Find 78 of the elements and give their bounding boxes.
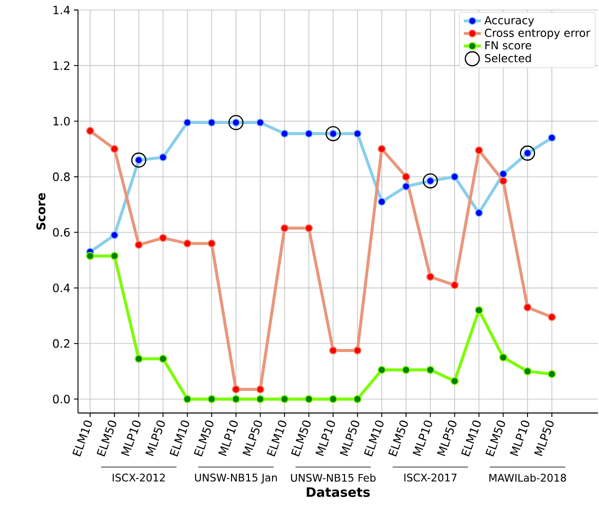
y-tick-label: 0.0 <box>53 394 70 404</box>
point <box>183 239 192 248</box>
point <box>499 353 508 362</box>
point <box>134 240 143 249</box>
point <box>474 306 484 314</box>
x-axis-title: Datasets <box>306 487 370 497</box>
point <box>548 313 556 322</box>
text: ISCX-2017 <box>404 474 456 482</box>
point <box>450 172 459 181</box>
point <box>450 281 459 290</box>
point <box>183 395 192 404</box>
point <box>426 272 434 281</box>
point <box>402 182 410 191</box>
point <box>474 146 484 154</box>
point <box>378 144 386 154</box>
point <box>208 239 216 248</box>
point <box>523 367 532 376</box>
point <box>158 354 168 363</box>
point <box>256 395 264 404</box>
point <box>256 385 264 394</box>
point <box>378 198 386 206</box>
point <box>158 153 168 162</box>
point <box>232 395 240 404</box>
y-tick-label: 0.4 <box>53 284 70 292</box>
point <box>402 366 410 374</box>
text: UNSW-NB15 Feb <box>291 474 376 482</box>
point <box>110 231 119 240</box>
y-tick-label: 1.2 <box>54 61 70 70</box>
point <box>378 366 386 374</box>
y-tick-label: 0.6 <box>53 228 70 237</box>
point <box>228 114 244 130</box>
point <box>523 303 532 312</box>
point <box>326 126 341 142</box>
point <box>353 130 362 138</box>
point <box>402 172 410 181</box>
point <box>110 144 119 154</box>
point <box>134 354 143 363</box>
y-axis-title: Score <box>36 193 46 230</box>
legend-label: Cross entropy error <box>484 28 590 40</box>
legend-label: Selected <box>485 54 531 62</box>
point <box>208 118 216 127</box>
point <box>208 395 216 404</box>
point <box>499 170 508 178</box>
point <box>86 252 94 260</box>
y-tick-label: 1.4 <box>54 6 70 14</box>
point <box>353 346 362 355</box>
point <box>329 395 338 404</box>
point <box>548 134 556 142</box>
point <box>131 152 146 168</box>
point <box>304 224 313 232</box>
point <box>422 173 438 188</box>
point <box>158 234 168 242</box>
text: ISCX-2012 <box>112 474 165 482</box>
point <box>280 130 289 138</box>
point <box>304 395 313 404</box>
y-tick-label: 0.2 <box>53 339 70 348</box>
text: MAWILab-2018 <box>489 474 566 482</box>
y-tick-label: 0.8 <box>53 172 70 182</box>
point <box>426 366 434 374</box>
point <box>280 395 289 404</box>
point <box>499 176 508 186</box>
point <box>329 346 338 355</box>
legend-label: Accuracy <box>484 16 534 26</box>
point <box>86 126 94 135</box>
point <box>520 146 536 161</box>
point <box>548 370 556 378</box>
point <box>474 208 484 217</box>
point <box>183 118 192 127</box>
point <box>256 118 264 127</box>
point <box>280 224 289 232</box>
legend-label: FN score <box>485 41 532 50</box>
point <box>450 376 459 386</box>
y-tick-label: 1.0 <box>54 116 70 126</box>
point <box>232 385 240 394</box>
point <box>353 395 362 404</box>
text: UNSW-NB15 Jan <box>195 474 277 484</box>
point <box>304 130 313 138</box>
point <box>110 252 119 260</box>
